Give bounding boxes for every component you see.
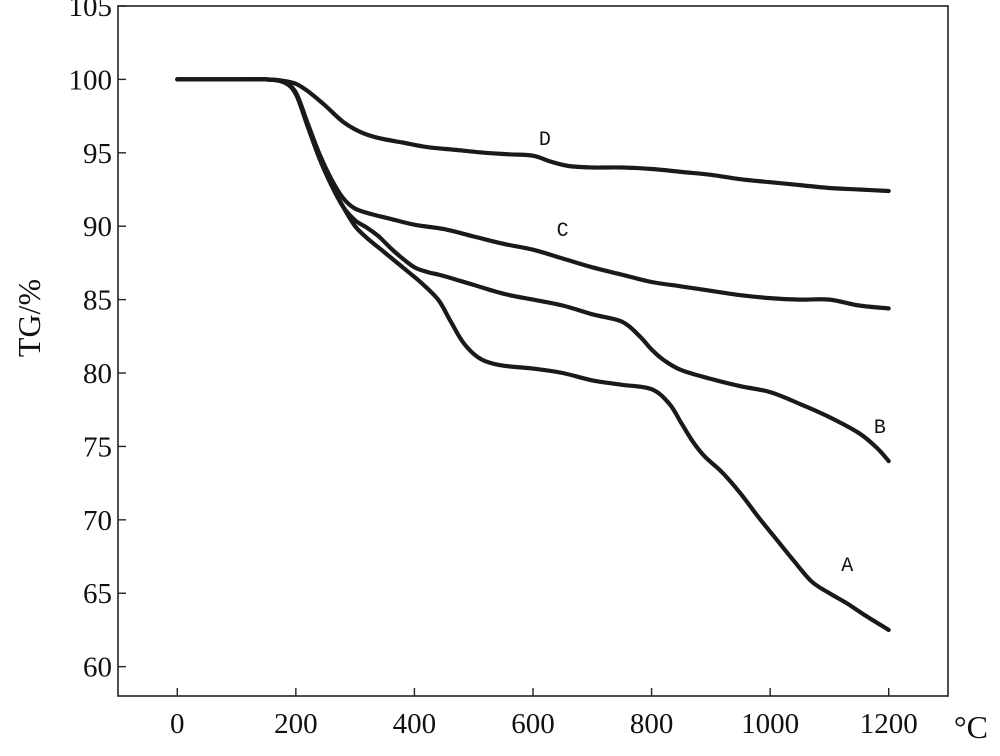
curve-label-b: B [874, 417, 886, 440]
curve-c [175, 77, 891, 311]
curve-label-a: A [841, 555, 853, 578]
curve-label-c: C [557, 220, 569, 243]
x-tick-label: 600 [511, 708, 555, 740]
y-tick-label: 65 [83, 578, 112, 610]
curve-label-d: D [539, 129, 551, 152]
x-axis-ticks: 0 200 400 600 800 1000 1200 [170, 688, 918, 740]
tg-curves [175, 77, 891, 632]
y-tick-label: 95 [83, 138, 112, 170]
x-tick-label: 1200 [860, 708, 918, 740]
plot-frame [117, 5, 949, 697]
y-tick-label: 75 [83, 431, 112, 463]
curve-d [175, 77, 891, 194]
curve-labels: A B C D [539, 129, 886, 578]
y-tick-label: 85 [83, 285, 112, 317]
x-tick-label: 400 [393, 708, 437, 740]
x-tick-label: 0 [170, 708, 185, 740]
x-tick-label: 1000 [741, 708, 799, 740]
x-axis-title: °C [954, 709, 988, 745]
x-tick-label: 800 [630, 708, 674, 740]
y-tick-label: 90 [83, 211, 112, 243]
x-tick-label: 200 [274, 708, 318, 740]
y-tick-label: 70 [83, 505, 112, 537]
y-tick-label: 80 [83, 358, 112, 390]
y-tick-label: 105 [69, 0, 113, 23]
curve-a [175, 77, 891, 632]
y-tick-label: 60 [83, 652, 112, 684]
y-axis-title: TG/% [11, 279, 47, 357]
curve-b [175, 77, 891, 464]
y-axis-ticks: 60 65 70 75 80 85 90 95 100 105 [69, 0, 126, 684]
y-tick-label: 100 [69, 64, 113, 96]
